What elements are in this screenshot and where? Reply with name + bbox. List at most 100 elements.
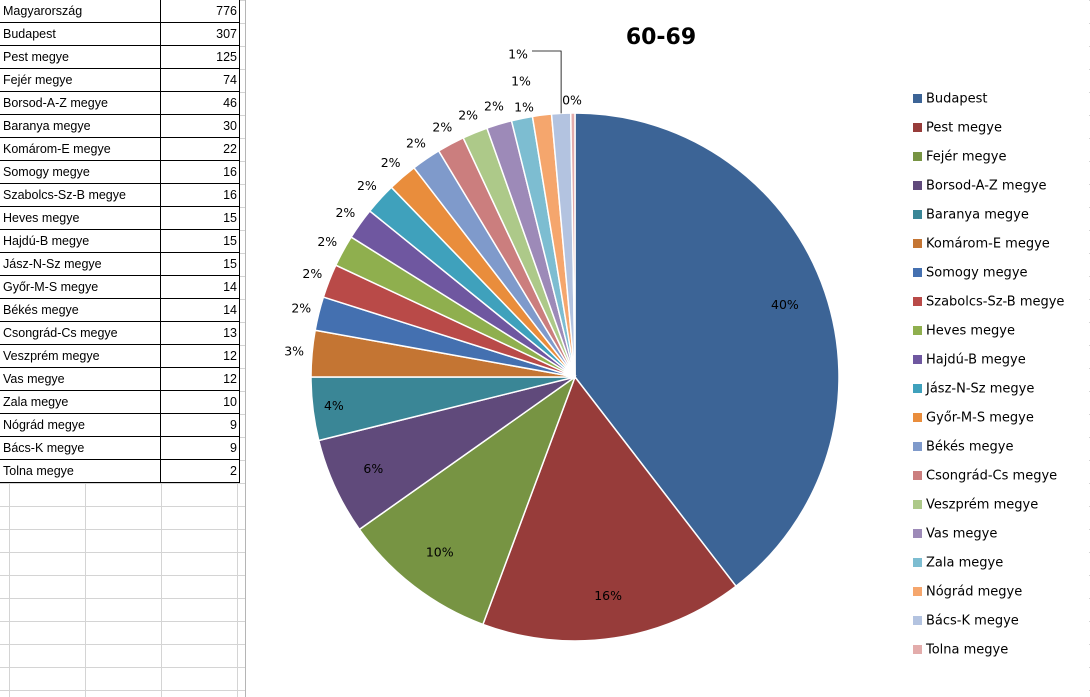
slice-percentage-label: 16% xyxy=(594,588,622,603)
table-cell-label[interactable]: Somogy megye xyxy=(0,160,161,184)
legend-label: Győr-M-S megye xyxy=(926,411,1034,426)
slice-percentage-label: 2% xyxy=(484,98,504,113)
table-cell-value[interactable]: 16 xyxy=(160,160,240,184)
table-cell-label[interactable]: Budapest xyxy=(0,22,161,46)
pie-slices xyxy=(310,112,840,642)
legend-label: Komárom-E megye xyxy=(926,237,1050,252)
table-cell-label[interactable]: Komárom-E megye xyxy=(0,137,161,161)
table-row: Békés megye 14 xyxy=(0,298,240,322)
table-cell-value[interactable]: 30 xyxy=(160,114,240,138)
legend-swatch xyxy=(913,529,922,538)
table-cell-value[interactable]: 13 xyxy=(160,321,240,345)
table-cell-label[interactable]: Hajdú-B megye xyxy=(0,229,161,253)
table-row: Hajdú-B megye 15 xyxy=(0,229,240,253)
table-row: Somogy megye 16 xyxy=(0,160,240,184)
pie-slice[interactable] xyxy=(481,375,738,642)
table-cell-label[interactable]: Vas megye xyxy=(0,367,161,391)
legend-swatch xyxy=(913,384,922,393)
table-cell-label[interactable]: Nógrád megye xyxy=(0,413,161,437)
table-cell-value[interactable]: 2 xyxy=(160,459,240,483)
table-cell-label[interactable]: Borsod-A-Z megye xyxy=(0,91,161,115)
slice-percentage-label: 1% xyxy=(511,74,531,89)
legend-swatch xyxy=(913,442,922,451)
table-row: Tolna megye 2 xyxy=(0,459,240,483)
data-table: Magyarország 776 Budapest 307 Pest megye 12… xyxy=(0,0,240,483)
table-cell-label[interactable]: Békés megye xyxy=(0,298,161,322)
table-cell-label[interactable]: Szabolcs-Sz-B megye xyxy=(0,183,161,207)
legend-label: Szabolcs-Sz-B megye xyxy=(926,295,1064,310)
table-cell-value[interactable]: 14 xyxy=(160,275,240,299)
table-row: Jász-N-Sz megye 15 xyxy=(0,252,240,276)
table-cell-value[interactable]: 10 xyxy=(160,390,240,414)
table-cell-value[interactable]: 74 xyxy=(160,68,240,92)
table-row: Nógrád megye 9 xyxy=(0,413,240,437)
slice-percentage-label: 1% xyxy=(508,47,528,62)
table-row: Heves megye 15 xyxy=(0,206,240,230)
table-row: Győr-M-S megye 14 xyxy=(0,275,240,299)
legend-swatch xyxy=(913,181,922,190)
slice-percentage-label: 4% xyxy=(324,398,344,413)
table-cell-value[interactable]: 125 xyxy=(160,45,240,69)
table-cell-label[interactable]: Fejér megye xyxy=(0,68,161,92)
table-cell-label[interactable]: Magyarország xyxy=(0,0,161,23)
legend-label: Csongrád-Cs megye xyxy=(926,469,1057,484)
slice-percentage-label: 2% xyxy=(335,205,355,220)
legend-swatch xyxy=(913,355,922,364)
slice-percentage-label: 2% xyxy=(432,120,452,135)
chart-area[interactable]: 60-69 40% 16% 10% 6% 4% 3% 2% 2% 2% 2% 2% 2% 2% 2% 2% 2… xyxy=(245,0,1089,697)
legend-swatch xyxy=(913,500,922,509)
table-row: Bács-K megye 9 xyxy=(0,436,240,460)
table-cell-value[interactable]: 307 xyxy=(160,22,240,46)
table-cell-label[interactable]: Heves megye xyxy=(0,206,161,230)
table-cell-value[interactable]: 16 xyxy=(160,183,240,207)
pie-slice[interactable] xyxy=(569,112,576,378)
table-row: Baranya megye 30 xyxy=(0,114,240,138)
table-cell-label[interactable]: Jász-N-Sz megye xyxy=(0,252,161,276)
table-cell-value[interactable]: 15 xyxy=(160,206,240,230)
legend-swatch xyxy=(913,471,922,480)
pie-slice[interactable] xyxy=(358,374,577,626)
table-cell-label[interactable]: Tolna megye xyxy=(0,459,161,483)
slice-percentage-label: 2% xyxy=(357,178,377,193)
legend-swatch xyxy=(913,210,922,219)
table-cell-label[interactable]: Baranya megye xyxy=(0,114,161,138)
legend-swatch xyxy=(913,616,922,625)
table-cell-label[interactable]: Győr-M-S megye xyxy=(0,275,161,299)
pie-slice[interactable] xyxy=(574,112,840,588)
table-cell-value[interactable]: 22 xyxy=(160,137,240,161)
table-cell-label[interactable]: Csongrád-Cs megye xyxy=(0,321,161,345)
percentage-labels: 40%16%10%6%4%3%2%2%2%2%2%2%2%2%2%2% 1%1%1… xyxy=(284,47,799,603)
legend-swatch xyxy=(913,239,922,248)
table-cell-value[interactable]: 46 xyxy=(160,91,240,115)
slice-percentage-label: 2% xyxy=(381,155,401,170)
legend-swatch xyxy=(913,123,922,132)
table-row: Csongrád-Cs megye 13 xyxy=(0,321,240,345)
legend-swatch xyxy=(913,558,922,567)
table-cell-value[interactable]: 9 xyxy=(160,436,240,460)
legend-label: Bács-K megye xyxy=(926,614,1019,629)
table-cell-value[interactable]: 776 xyxy=(160,0,240,23)
slice-percentage-label: 2% xyxy=(302,266,322,281)
pie-chart: 60-69 40%16%10%6%4%3%2%2%2%2%2%2%2%2%2%2… xyxy=(284,25,1064,658)
table-cell-value[interactable]: 12 xyxy=(160,344,240,368)
legend-label: Fejér megye xyxy=(926,150,1006,165)
slice-percentage-label: 0% xyxy=(562,93,582,108)
legend-label: Békés megye xyxy=(926,440,1014,455)
table-cell-value[interactable]: 15 xyxy=(160,252,240,276)
table-cell-value[interactable]: 15 xyxy=(160,229,240,253)
table-cell-value[interactable]: 12 xyxy=(160,367,240,391)
legend-label: Budapest xyxy=(926,92,988,107)
table-row: Budapest 307 xyxy=(0,22,240,46)
table-row: Zala megye 10 xyxy=(0,390,240,414)
legend-label: Veszprém megye xyxy=(926,498,1038,513)
table-cell-value[interactable]: 14 xyxy=(160,298,240,322)
table-cell-label[interactable]: Bács-K megye xyxy=(0,436,161,460)
table-cell-value[interactable]: 9 xyxy=(160,413,240,437)
table-cell-label[interactable]: Pest megye xyxy=(0,45,161,69)
table-cell-label[interactable]: Veszprém megye xyxy=(0,344,161,368)
legend-swatch xyxy=(913,268,922,277)
legend-label: Heves megye xyxy=(926,324,1015,339)
table-cell-label[interactable]: Zala megye xyxy=(0,390,161,414)
legend-label: Somogy megye xyxy=(926,266,1028,281)
slice-percentage-label: 40% xyxy=(771,297,799,312)
